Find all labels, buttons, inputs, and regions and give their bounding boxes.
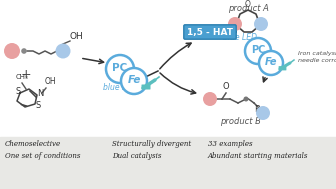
Text: 33 examples: 33 examples	[208, 140, 253, 148]
Circle shape	[106, 55, 134, 83]
Circle shape	[228, 17, 242, 31]
Text: product A: product A	[227, 4, 268, 13]
Text: product B: product B	[219, 117, 260, 126]
Text: Iron catalysis by
needle corrosion: Iron catalysis by needle corrosion	[298, 51, 336, 63]
Circle shape	[244, 97, 249, 101]
Bar	[0, 137, 336, 189]
Circle shape	[259, 51, 283, 75]
Circle shape	[55, 43, 71, 59]
Text: OH: OH	[70, 32, 84, 41]
Circle shape	[245, 38, 271, 64]
Text: One set of conditions: One set of conditions	[5, 152, 81, 160]
Circle shape	[203, 92, 217, 106]
Text: OH: OH	[45, 77, 57, 86]
Circle shape	[256, 106, 270, 120]
FancyBboxPatch shape	[184, 25, 236, 39]
Circle shape	[121, 68, 147, 94]
Text: 1,5 - HAT: 1,5 - HAT	[187, 28, 233, 36]
Text: +: +	[21, 67, 31, 81]
Text: Br: Br	[254, 105, 263, 114]
Circle shape	[21, 48, 27, 54]
Circle shape	[254, 17, 268, 31]
Text: Structurally divergent: Structurally divergent	[112, 140, 191, 148]
Text: Fe: Fe	[265, 57, 277, 67]
Text: blue LED: blue LED	[103, 83, 137, 91]
Text: Abundant starting materials: Abundant starting materials	[208, 152, 308, 160]
Text: N: N	[37, 90, 43, 98]
Text: Fe: Fe	[127, 75, 141, 85]
Text: blue LED: blue LED	[223, 33, 257, 43]
Text: Dual catalysis: Dual catalysis	[112, 152, 162, 160]
Circle shape	[4, 43, 20, 59]
Text: PC: PC	[112, 63, 128, 73]
Text: PC: PC	[251, 45, 265, 55]
FancyBboxPatch shape	[141, 84, 151, 90]
Text: Chemoselective: Chemoselective	[5, 140, 61, 148]
FancyBboxPatch shape	[279, 66, 286, 70]
Text: S: S	[35, 101, 41, 109]
Text: O: O	[223, 82, 229, 91]
Text: S: S	[15, 88, 20, 97]
Text: O: O	[245, 0, 251, 9]
Text: CH₃: CH₃	[16, 74, 28, 80]
